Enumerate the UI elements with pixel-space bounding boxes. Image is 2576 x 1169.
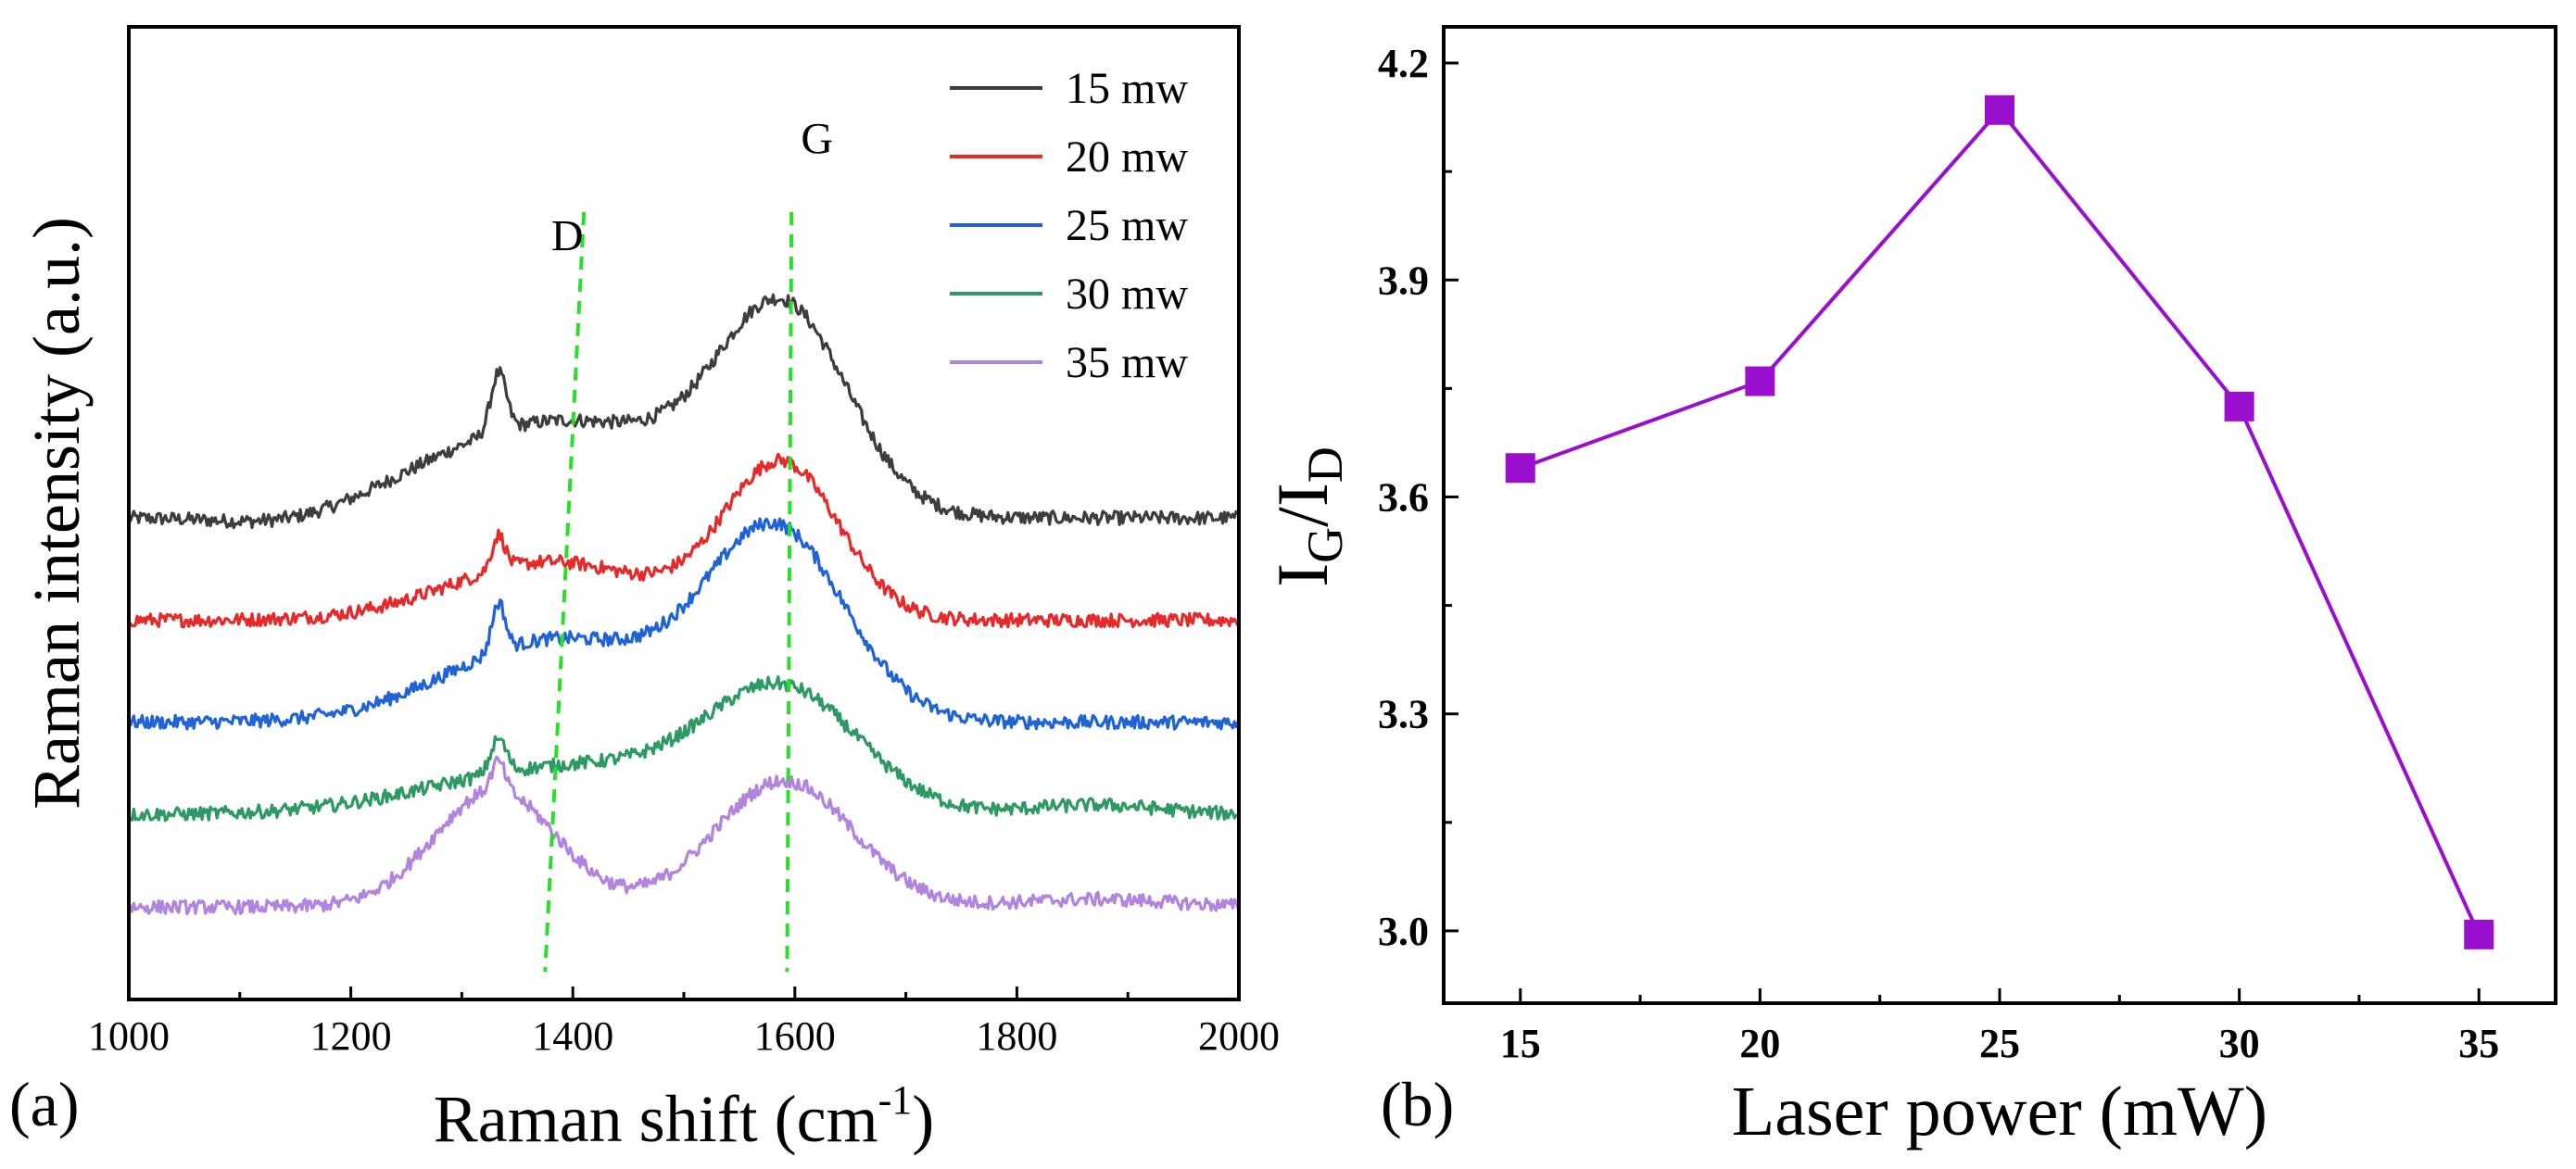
- x-tick-label: 2000: [1198, 1013, 1280, 1059]
- spectrum-line: [127, 517, 1240, 731]
- data-point-marker: [1985, 94, 2014, 125]
- legend-label: 25 mw: [1066, 201, 1188, 250]
- x-tick-label: 15: [1500, 1021, 1541, 1066]
- x-label-main: Raman shift (cm: [434, 1082, 878, 1156]
- x-tick-label: 1800: [976, 1013, 1057, 1059]
- data-point-marker: [1745, 366, 1775, 396]
- y-tick-label: 3.3: [1378, 692, 1429, 737]
- y-tick-label: 3.6: [1378, 474, 1429, 520]
- peak-label: G: [801, 115, 833, 164]
- peak-guide-line: [785, 211, 794, 973]
- legend-label: 35 mw: [1066, 338, 1188, 387]
- peak-label: D: [551, 212, 584, 261]
- spectrum-line: [128, 675, 1239, 823]
- y-tick-label: 4.2: [1378, 41, 1429, 86]
- panel-b-frame: [1442, 25, 2557, 1005]
- data-point-marker: [1505, 453, 1535, 484]
- y-label-sub-d: D: [1297, 446, 1353, 483]
- x-tick-label: 35: [2458, 1021, 2499, 1066]
- panel-a-x-ticks: 1000 1200 1400 1600 1800 2000: [88, 987, 1280, 1059]
- panel-a-tag: (a): [9, 1069, 79, 1139]
- spectrum-line: [127, 755, 1240, 916]
- panel-b-tag: (b): [1381, 1069, 1454, 1139]
- x-label-superscript: -1: [878, 1077, 913, 1123]
- y-tick-label: 3.0: [1378, 909, 1429, 954]
- y-label-i: I: [1262, 563, 1343, 587]
- panel-b-x-axis-label: Laser power (mW): [1732, 1073, 2267, 1150]
- y-label-slash-i: /I: [1262, 483, 1343, 527]
- peak-guide-line: [543, 211, 587, 973]
- spectrum-line: [127, 293, 1239, 530]
- data-point-marker: [2224, 391, 2254, 421]
- panel-a-legend: 15 mw 20 mw 25 mw 30 mw 35 mw: [950, 64, 1188, 387]
- legend-label: 15 mw: [1066, 64, 1188, 113]
- y-tick-label: 3.9: [1378, 258, 1429, 303]
- raman-spectra: [127, 293, 1240, 916]
- ig-id-series: [1505, 94, 2494, 949]
- x-tick-label: 1200: [310, 1013, 392, 1059]
- panel-b-y-axis-label: IG/ID: [1262, 446, 1353, 587]
- panel-a: 1000 1200 1400 1600 1800 2000 15 mw 20 mw 25 mw…: [9, 25, 1280, 1156]
- data-point-marker: [2464, 919, 2494, 949]
- x-tick-label: 25: [1979, 1021, 2020, 1066]
- y-label-sub-g: G: [1297, 527, 1353, 563]
- panel-b-ticks: 15 20 25 30 35 3.0 3.3 3.6 3.9 4.2: [1378, 41, 2499, 1066]
- peak-labels: DG: [551, 115, 833, 261]
- spectrum-line: [127, 452, 1240, 629]
- x-tick-label: 20: [1739, 1021, 1780, 1066]
- peak-guide-lines: [543, 211, 794, 973]
- x-tick-label: 30: [2219, 1021, 2260, 1066]
- x-tick-label: 1000: [88, 1013, 170, 1059]
- legend-label: 30 mw: [1066, 270, 1188, 319]
- series-line: [1520, 107, 2481, 936]
- legend-label: 20 mw: [1066, 132, 1188, 182]
- panel-a-y-axis-label: Raman intensity (a.u.): [19, 217, 94, 810]
- panel-a-x-axis-label: Raman shift (cm-1): [434, 1077, 935, 1156]
- panel-b: 15 20 25 30 35 3.0 3.3 3.6 3.9 4.2 IG/ID Laser po…: [1262, 25, 2557, 1150]
- x-tick-label: 1400: [532, 1013, 613, 1059]
- x-label-end: ): [912, 1082, 934, 1156]
- x-tick-label: 1600: [754, 1013, 836, 1059]
